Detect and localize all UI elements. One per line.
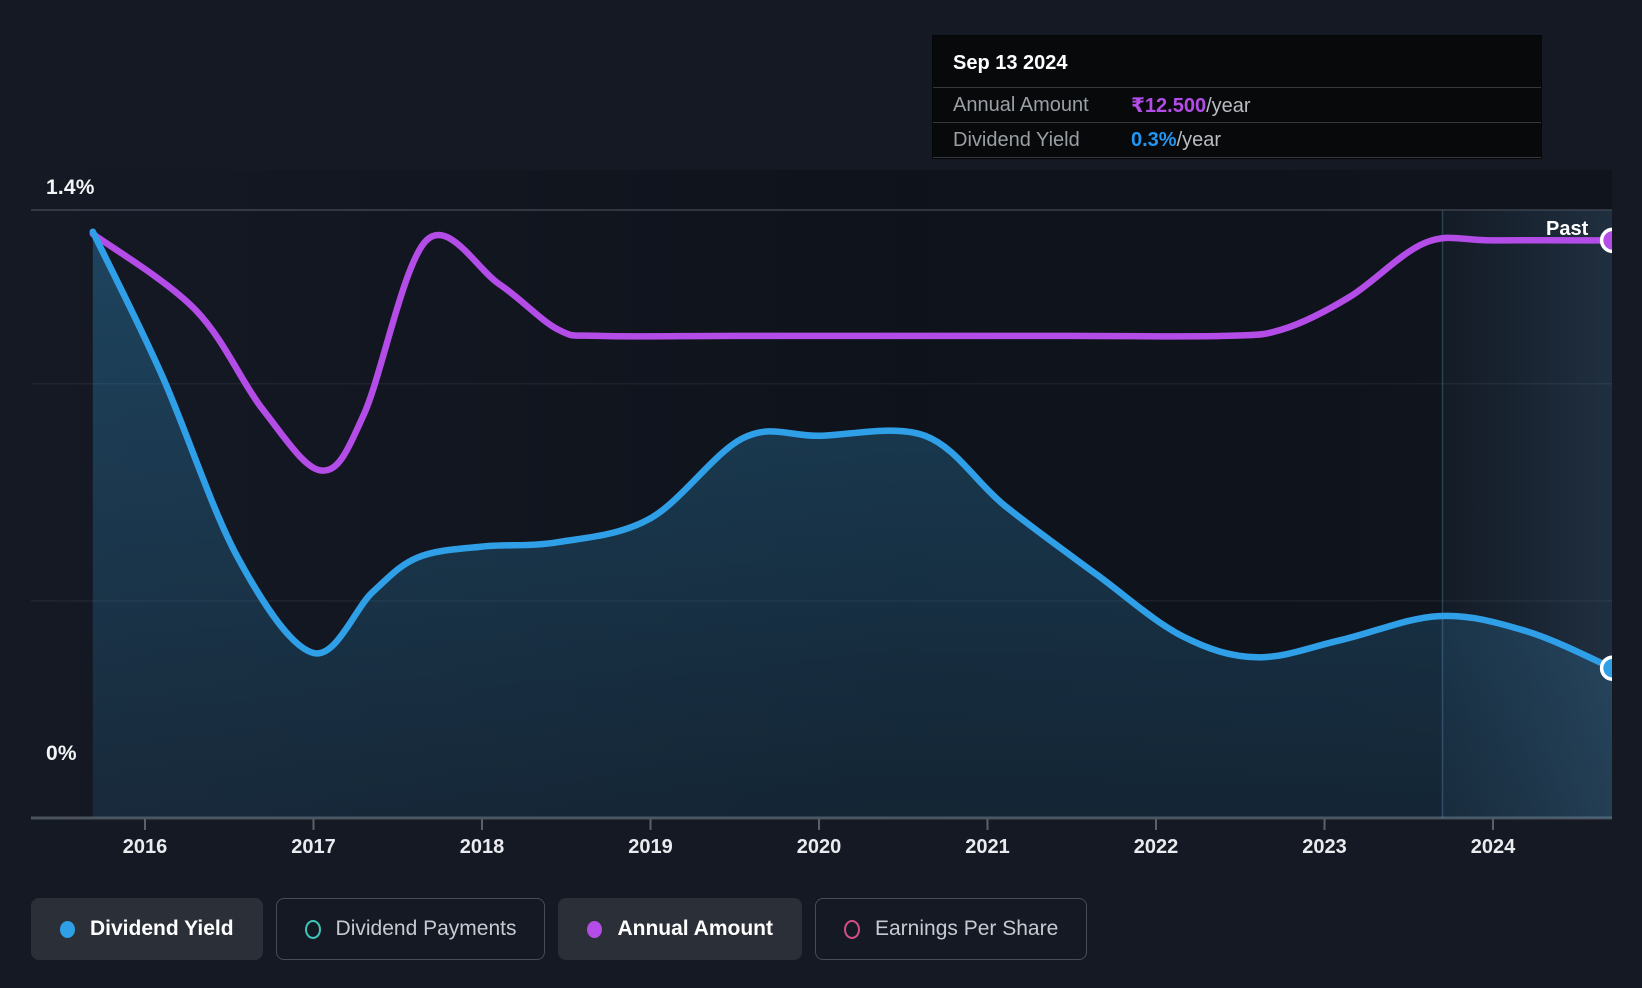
x-axis-year-label: 2019 bbox=[628, 836, 673, 858]
legend-item-dividend-yield[interactable]: Dividend Yield bbox=[31, 898, 263, 960]
tooltip-date: Sep 13 2024 bbox=[933, 44, 1541, 88]
chart-legend: Dividend Yield Dividend Payments Annual … bbox=[31, 898, 1088, 960]
tooltip-value: 0.3%/year bbox=[1131, 128, 1222, 151]
tooltip-label: Dividend Yield bbox=[953, 128, 1080, 151]
filled-dot-icon bbox=[60, 920, 75, 938]
hollow-dot-icon bbox=[304, 919, 321, 939]
legend-label: Earnings Per Share bbox=[875, 917, 1059, 940]
hollow-dot-icon bbox=[844, 919, 860, 939]
tooltip-row-dividend-yield: Dividend Yield 0.3%/year bbox=[933, 123, 1541, 158]
tooltip-label: Annual Amount bbox=[953, 93, 1089, 116]
filled-dot-icon bbox=[587, 920, 603, 938]
legend-label: Annual Amount bbox=[617, 917, 773, 940]
y-axis-label-max: 1.4% bbox=[46, 176, 95, 199]
tooltip-value: ₹12.500/year bbox=[1131, 94, 1251, 117]
x-axis-year-label: 2022 bbox=[1133, 836, 1179, 858]
x-axis-year-label: 2016 bbox=[122, 836, 168, 858]
x-axis-year-label: 2023 bbox=[1302, 836, 1347, 858]
legend-label: Dividend Payments bbox=[335, 917, 517, 940]
legend-item-annual-amount[interactable]: Annual Amount bbox=[558, 898, 802, 960]
past-label: Past bbox=[1546, 218, 1589, 240]
x-axis-year-label: 2018 bbox=[459, 836, 505, 858]
legend-item-earnings-per-share[interactable]: Earnings Per Share bbox=[815, 898, 1088, 960]
y-axis-label-zero: 0% bbox=[46, 742, 77, 765]
chart-tooltip: Sep 13 2024 Annual Amount ₹12.500/year D… bbox=[933, 36, 1541, 158]
legend-label: Dividend Yield bbox=[90, 917, 234, 940]
x-axis-year-label: 2021 bbox=[965, 836, 1010, 858]
legend-item-dividend-payments[interactable]: Dividend Payments bbox=[275, 898, 546, 960]
x-axis-year-label: 2020 bbox=[796, 836, 842, 858]
tooltip-row-annual-amount: Annual Amount ₹12.500/year bbox=[933, 88, 1541, 123]
x-axis-year-label: 2017 bbox=[291, 836, 336, 858]
x-axis-year-label: 2024 bbox=[1470, 836, 1516, 858]
